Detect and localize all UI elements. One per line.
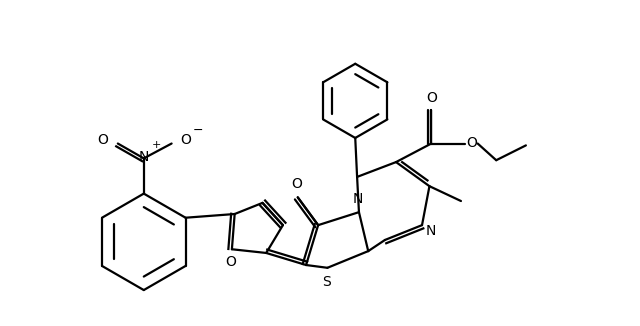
Text: N: N bbox=[353, 192, 364, 206]
Text: S: S bbox=[322, 275, 331, 289]
Text: O: O bbox=[467, 136, 477, 150]
Text: O: O bbox=[97, 133, 108, 147]
Text: −: − bbox=[193, 124, 203, 137]
Text: O: O bbox=[180, 133, 191, 147]
Text: +: + bbox=[152, 141, 161, 150]
Text: O: O bbox=[291, 177, 302, 191]
Text: N: N bbox=[139, 150, 149, 164]
Text: N: N bbox=[426, 224, 436, 238]
Text: O: O bbox=[426, 91, 436, 105]
Text: O: O bbox=[225, 255, 236, 269]
